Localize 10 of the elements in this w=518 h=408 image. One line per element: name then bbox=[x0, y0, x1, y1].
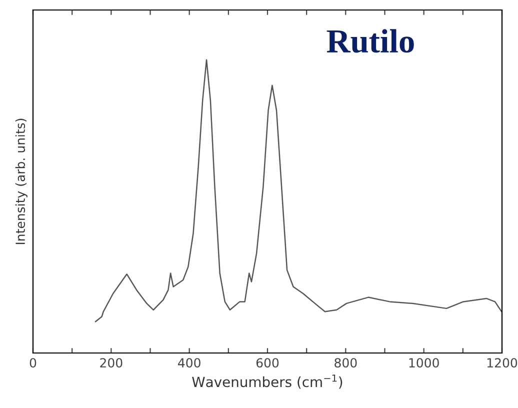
x-tick-label: 0 bbox=[30, 358, 36, 368]
x-tick-label: 200 bbox=[100, 358, 122, 368]
chart-title: Rutilo bbox=[326, 29, 414, 53]
x-tick-label: 1200 bbox=[487, 358, 518, 368]
y-axis-title: Intensity (arb. units) bbox=[15, 118, 28, 244]
x-tick-label: 1000 bbox=[409, 358, 439, 368]
x-tick-label: 800 bbox=[334, 358, 357, 368]
x-tick-label: 400 bbox=[178, 358, 200, 368]
x-tick-label: 600 bbox=[256, 358, 279, 368]
x-axis-title: Wavenumbers (cm$^{−1}$) bbox=[192, 374, 342, 389]
